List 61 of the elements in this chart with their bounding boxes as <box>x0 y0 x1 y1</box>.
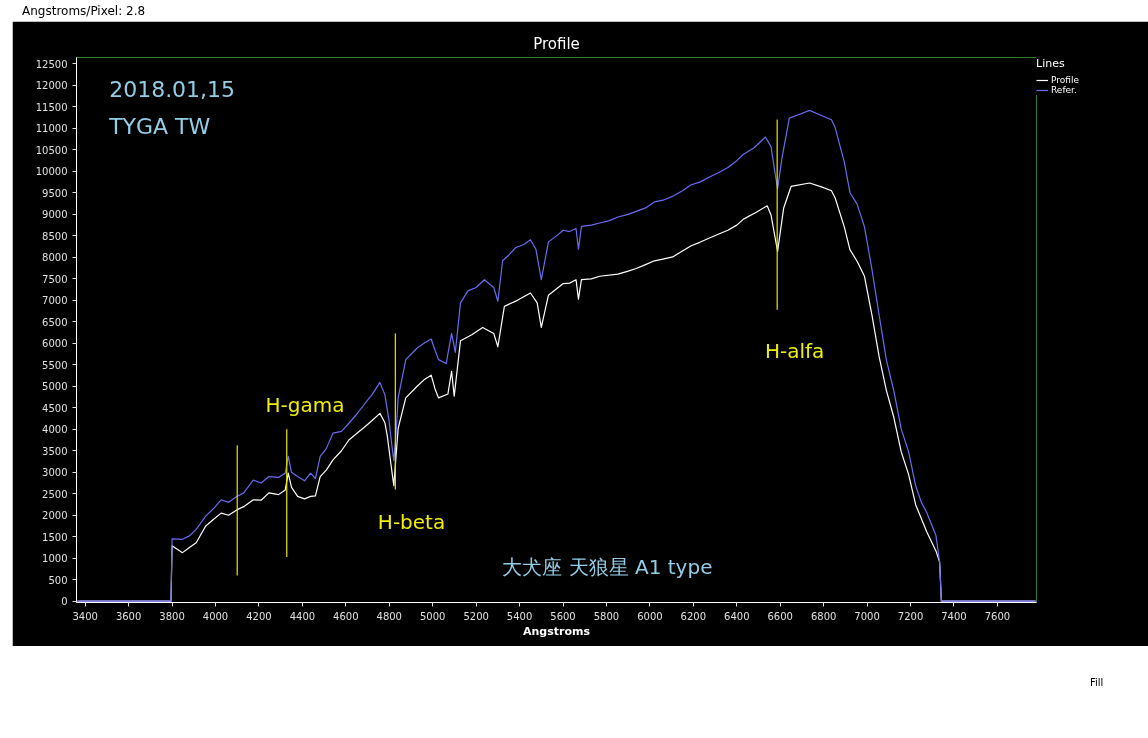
text: Fill <box>1090 676 1104 690</box>
legend-title: Lines <box>1036 57 1066 70</box>
y-tick-label: 1500 <box>42 531 68 543</box>
annotation: H-alfa <box>764 339 825 364</box>
x-tick-label: 7200 <box>897 610 924 622</box>
x-tick-label: 5200 <box>463 610 489 622</box>
chart-title: Profile <box>533 34 580 53</box>
y-tick-label: 6000 <box>42 338 68 350</box>
y-tick-label: 4000 <box>42 424 68 436</box>
y-tick-label: 7500 <box>42 273 68 285</box>
x-axis-title: Angstroms <box>522 624 591 638</box>
y-tick-label: 4500 <box>42 402 68 414</box>
legend-label: Refer. <box>1051 85 1077 95</box>
text: Angstroms/Pixel: 2.8 <box>22 3 146 20</box>
y-tick-label: 11000 <box>35 123 68 135</box>
y-tick-label: 0 <box>61 596 68 608</box>
y-tick-label: 12500 <box>35 58 68 70</box>
y-tick-label: 8000 <box>42 252 68 264</box>
x-tick-label: 3400 <box>72 610 98 622</box>
y-tick-label: 3500 <box>42 445 68 457</box>
y-tick-label: 5500 <box>42 359 68 371</box>
x-tick-label: 5800 <box>593 610 620 622</box>
y-tick-label: 10500 <box>35 144 68 156</box>
y-tick-label: 5000 <box>42 381 68 393</box>
x-tick-label: 5400 <box>506 610 533 622</box>
annotation: 2018.01,15 <box>109 76 236 102</box>
y-tick-label: 9500 <box>42 187 68 199</box>
y-tick-label: 10000 <box>35 166 68 178</box>
annotation: 大犬座 天狼星 A1 type <box>502 554 713 579</box>
y-tick-label: 3000 <box>42 467 68 479</box>
y-tick-label: 8500 <box>42 230 68 242</box>
y-tick-label: 9000 <box>42 209 68 221</box>
x-tick-label: 7400 <box>941 610 967 622</box>
annotation: H-gama <box>265 393 345 418</box>
y-tick-label: 7000 <box>42 295 68 307</box>
annotation: TYGA TW <box>108 113 211 139</box>
legend-label: Profile <box>1051 75 1079 85</box>
x-tick-label: 4200 <box>246 610 272 622</box>
x-tick-label: 6400 <box>724 610 750 622</box>
y-tick-label: 11500 <box>35 101 68 113</box>
x-tick-label: 3800 <box>159 610 185 622</box>
x-tick-label: 6000 <box>637 610 663 622</box>
x-tick-label: 3600 <box>115 610 142 622</box>
x-tick-label: 6600 <box>767 610 793 622</box>
y-tick-label: 2500 <box>42 488 68 500</box>
y-tick-label: 500 <box>48 574 68 586</box>
x-tick-label: 5000 <box>419 610 446 622</box>
x-tick-label: 6800 <box>810 610 837 622</box>
x-tick-label: 5600 <box>550 610 576 622</box>
x-tick-label: 7000 <box>854 610 880 622</box>
y-tick-label: 1000 <box>42 553 68 565</box>
x-tick-label: 4800 <box>376 610 402 622</box>
y-tick-label: 2000 <box>42 510 68 522</box>
x-tick-label: 4000 <box>202 610 229 622</box>
annotation: H-beta <box>377 509 446 534</box>
y-tick-label: 12000 <box>35 80 68 92</box>
y-tick-label: 6500 <box>42 316 68 328</box>
x-tick-label: 7600 <box>984 610 1011 622</box>
x-tick-label: 4600 <box>333 610 359 622</box>
x-tick-label: 4400 <box>289 610 316 622</box>
x-tick-label: 6200 <box>680 610 707 622</box>
